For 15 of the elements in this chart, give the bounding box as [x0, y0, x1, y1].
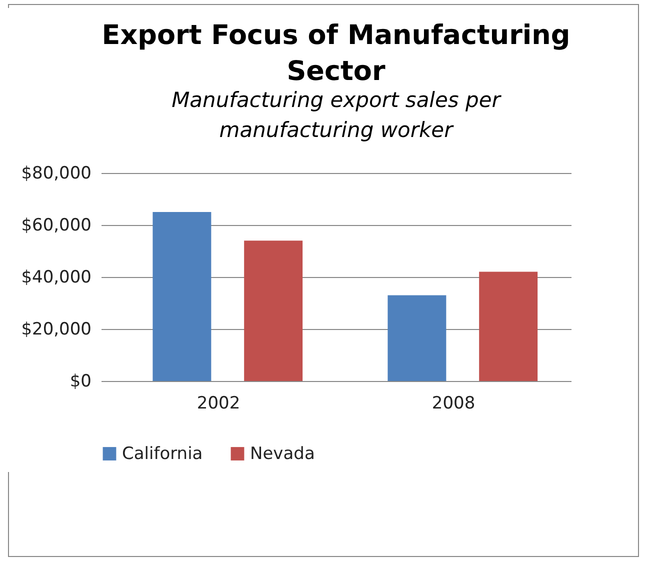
y-tick-label: $80,000: [21, 164, 92, 184]
y-tick-label: $40,000: [21, 268, 92, 288]
x-tick-label: 2002: [196, 394, 240, 414]
x-tick-label: 2008: [432, 394, 476, 414]
y-tick-label: $60,000: [21, 216, 92, 236]
y-tick-label: $20,000: [21, 320, 92, 340]
bar: [479, 272, 538, 381]
legend-label: California: [122, 444, 203, 464]
bar: [388, 295, 446, 381]
chart-title: Export Focus of Manufacturing Sector: [102, 20, 570, 87]
legend-label: Nevada: [250, 444, 315, 464]
bar: [152, 212, 212, 381]
chart-subtitle: Manufacturing export sales per manufacturing worker: [172, 88, 502, 142]
bar: [244, 240, 303, 381]
y-tick-label: $0: [70, 372, 92, 392]
